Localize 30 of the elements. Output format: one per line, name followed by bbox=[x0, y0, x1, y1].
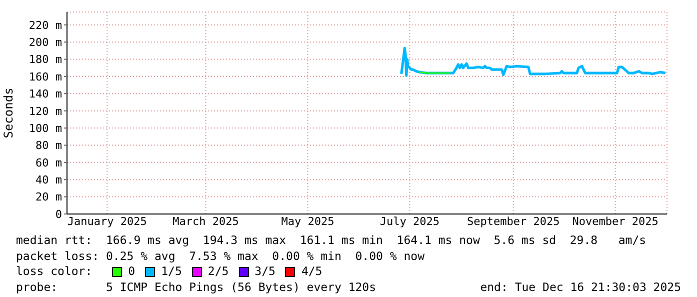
y-tick-label: 220 m bbox=[28, 18, 62, 32]
text: probe: 5 ICMP Echo Pings (56 Bytes) every 120s bbox=[16, 280, 376, 295]
text: packet loss: 0.25 % avg 7.53 % max 0.00 % min 0.00 % now bbox=[16, 248, 426, 264]
legend-label: 0 bbox=[128, 264, 136, 280]
y-tick-label: 180 m bbox=[28, 53, 62, 66]
y-tick-label: 200 m bbox=[28, 36, 62, 49]
x-tick-label: March 2025 bbox=[172, 214, 239, 228]
legend-label: 1/5 bbox=[161, 264, 182, 280]
text: median rtt: 166.9 ms avg 194.3 ms max 161.1 ms min 164.1 ms now 5.6 ms sd 29.8 am/s bbox=[16, 233, 648, 248]
text: end: Tue Dec 16 21:30:03 2025 bbox=[480, 280, 681, 295]
x-tick-label: November 2025 bbox=[572, 214, 658, 228]
y-tick-label: 160 m bbox=[28, 70, 62, 84]
x-tick-label: September 2025 bbox=[467, 214, 560, 228]
y-tick-label: 140 m bbox=[28, 88, 62, 101]
legend-label: 2/5 bbox=[208, 264, 229, 280]
x-tick-label: May 2025 bbox=[281, 214, 334, 228]
line-series bbox=[400, 46, 667, 77]
y-tick-label: 40 m bbox=[36, 174, 62, 187]
legend-title: loss color: bbox=[16, 264, 92, 280]
legend-label: 4/5 bbox=[301, 264, 322, 280]
y-tick-label: 80 m bbox=[36, 139, 62, 152]
y-tick-label: 120 m bbox=[28, 104, 62, 118]
y-tick-label: 100 m bbox=[28, 122, 62, 135]
y-tick-label: 20 m bbox=[36, 190, 62, 204]
x-tick-label: July 2025 bbox=[380, 214, 440, 228]
y-axis-title: Seconds bbox=[1, 88, 16, 138]
y-tick-label: 60 m bbox=[36, 156, 62, 170]
legend-label: 3/5 bbox=[254, 264, 276, 280]
y-tick-label: 0 bbox=[55, 208, 62, 221]
x-tick-label: January 2025 bbox=[67, 214, 147, 228]
